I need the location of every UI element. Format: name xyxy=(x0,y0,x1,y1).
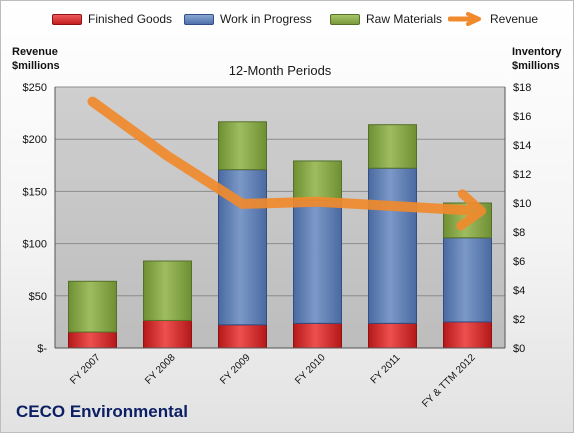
bar-raw-materials xyxy=(68,280,117,333)
legend-item-raw-materials: Raw Materials xyxy=(330,9,442,29)
left-tick-label: $- xyxy=(37,343,47,355)
legend-label-work-in-progress: Work in Progress xyxy=(220,12,312,26)
right-tick-label: $6 xyxy=(513,256,525,268)
legend-swatch-work-in-progress xyxy=(184,13,214,25)
chart-title: 12-Month Periods xyxy=(229,63,332,78)
bar-raw-materials xyxy=(218,121,267,171)
right-axis-title-line1: Inventory xyxy=(512,46,562,58)
right-axis-title: Inventory $millions xyxy=(512,45,562,73)
x-tick-label: FY 2009 xyxy=(218,352,253,387)
left-axis-title-line2: $millions xyxy=(12,60,60,72)
right-tick-label: $12 xyxy=(513,169,531,181)
left-axis-title: Revenue $millions xyxy=(12,45,60,73)
legend-swatch-finished-goods xyxy=(52,13,82,25)
right-tick-label: $10 xyxy=(513,198,531,210)
bar-finished-goods xyxy=(293,322,342,349)
bar-raw-materials xyxy=(143,260,192,321)
legend-label-revenue: Revenue xyxy=(490,12,539,26)
right-tick-label: $8 xyxy=(513,227,525,239)
bar-finished-goods xyxy=(143,319,192,349)
left-tick-label: $250 xyxy=(23,82,47,94)
x-tick-label: FY 2008 xyxy=(143,352,178,387)
revenue-line xyxy=(87,96,473,216)
bar-raw-materials xyxy=(293,160,342,201)
bar-finished-goods xyxy=(68,331,117,349)
right-tick-label: $4 xyxy=(513,285,525,297)
left-axis-title-line1: Revenue xyxy=(12,46,58,58)
left-tick-label: $100 xyxy=(23,239,47,251)
bar-raw-materials xyxy=(368,124,417,169)
right-tick-label: $16 xyxy=(513,111,531,123)
legend-swatch-revenue xyxy=(448,12,481,26)
left-tick-label: $150 xyxy=(23,186,47,198)
x-tick-label: FY 2010 xyxy=(293,352,328,387)
x-tick-label: FY & TTM 2012 xyxy=(420,352,478,410)
company-name: CECO Environmental xyxy=(16,402,188,421)
bar-finished-goods xyxy=(443,321,492,349)
right-tick-label: $0 xyxy=(513,343,525,355)
left-tick-label: $200 xyxy=(23,134,47,146)
x-tick-label: FY 2007 xyxy=(68,352,103,387)
revenue-arrow-head xyxy=(456,189,486,231)
right-tick-label: $14 xyxy=(513,140,531,152)
right-axis-title-line2: $millions xyxy=(512,60,560,72)
legend-label-finished-goods: Finished Goods xyxy=(88,12,173,26)
legend-label-raw-materials: Raw Materials xyxy=(366,12,443,26)
legend-item-revenue: Revenue xyxy=(448,9,538,29)
bar-work-in-progress xyxy=(443,237,492,323)
chart-legend: Finished Goods Work in Progress Raw Mate… xyxy=(0,9,574,29)
left-tick-label: $50 xyxy=(29,291,47,303)
x-tick-label: FY 2011 xyxy=(369,352,403,386)
right-tick-label: $2 xyxy=(513,314,525,326)
bar-finished-goods xyxy=(218,324,267,349)
legend-swatch-raw-materials xyxy=(330,13,360,25)
bar-work-in-progress xyxy=(293,199,342,324)
bar-work-in-progress xyxy=(368,167,417,324)
legend-item-finished-goods: Finished Goods xyxy=(52,9,172,29)
right-tick-label: $18 xyxy=(513,82,531,94)
legend-item-work-in-progress: Work in Progress xyxy=(184,9,312,29)
bar-finished-goods xyxy=(368,322,417,349)
